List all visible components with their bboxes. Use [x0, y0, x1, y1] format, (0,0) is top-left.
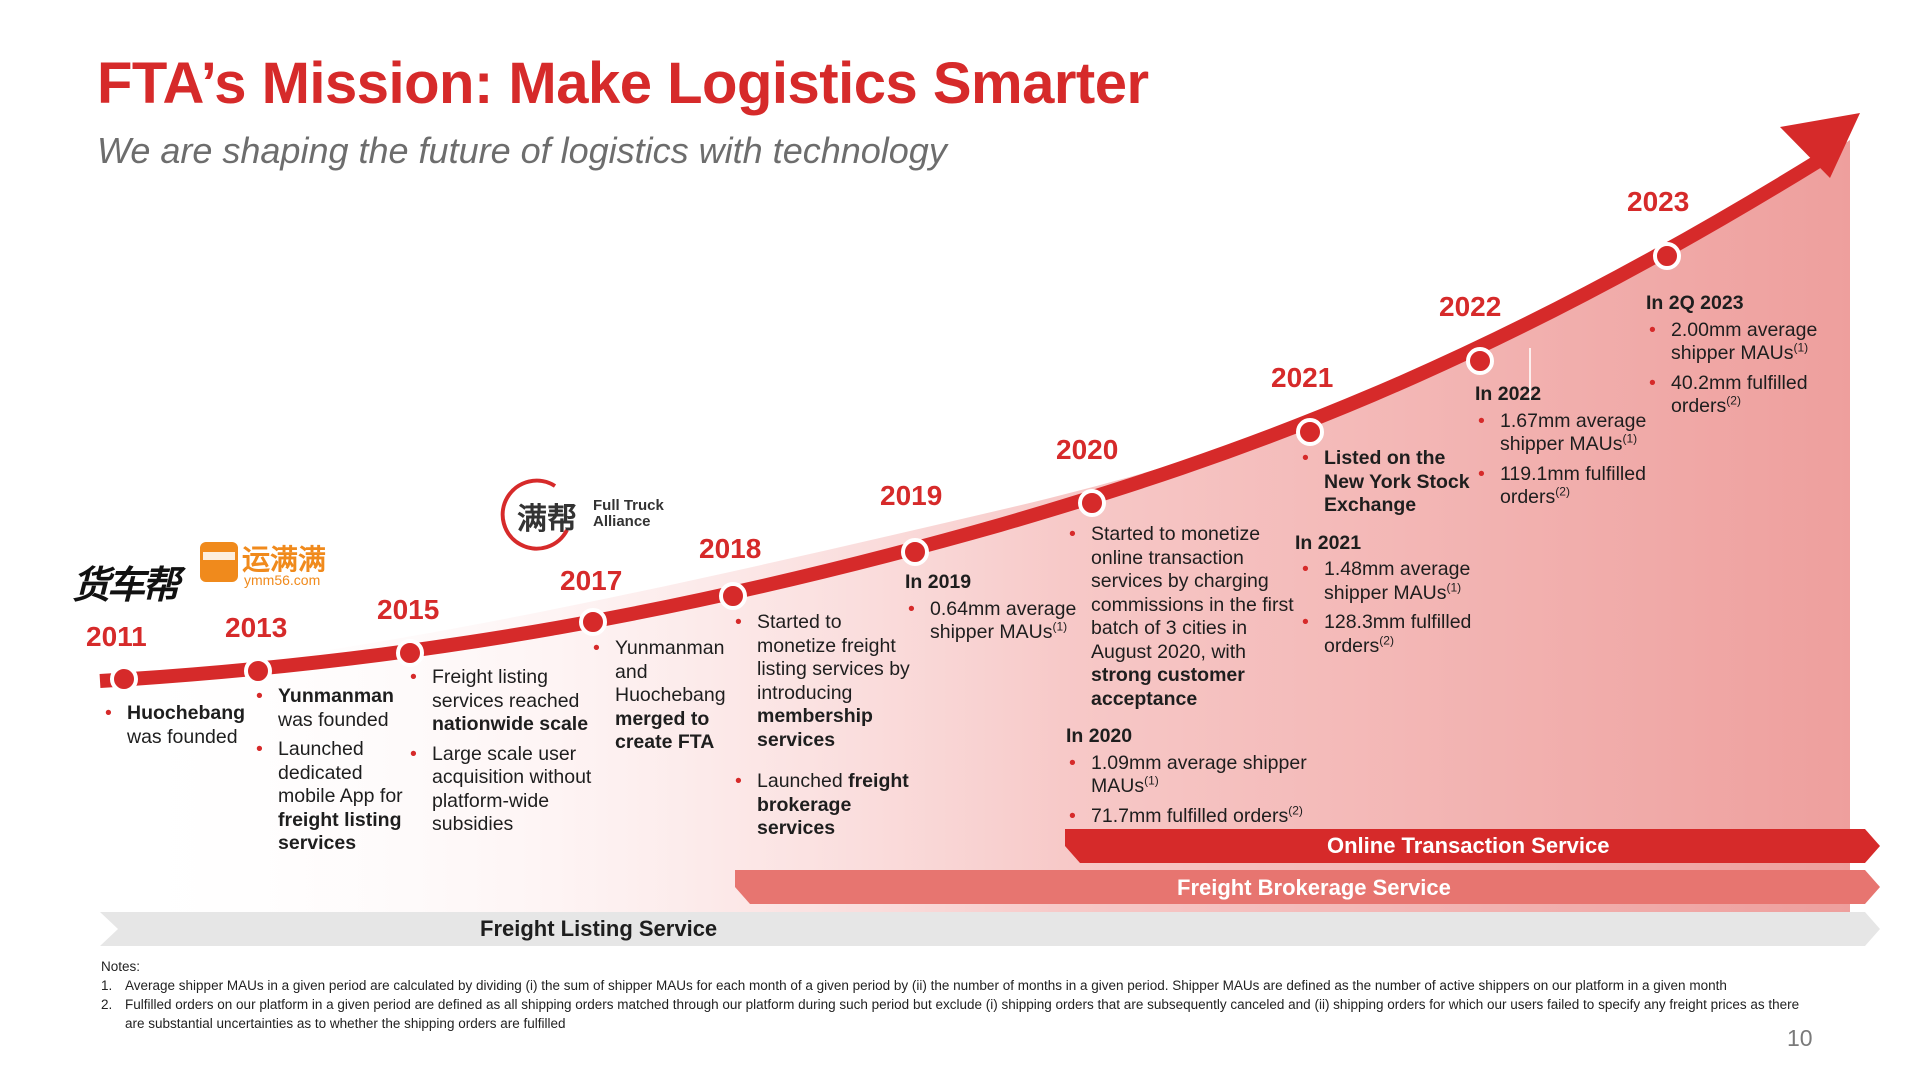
milestone-2018: Started to monetize freight listing serv… [732, 611, 910, 841]
yunmanman-logo: 运满满 ymm56.com [200, 538, 335, 590]
bullet-2015-2: Large scale user acquisition without pla… [407, 743, 592, 837]
year-2011: 2011 [86, 621, 147, 652]
milestone-2021: Listed on the New York Stock Exchange In… [1295, 447, 1484, 658]
bullet-2020-2: 1.09mm average shipper MAUs(1) [1066, 752, 1311, 799]
dot-2018 [719, 582, 747, 610]
footnote-1: 1. Average shipper MAUs in a given perio… [101, 978, 1727, 993]
dot-2013 [244, 657, 272, 685]
bullet-2013-1: Yunmanman was founded [253, 685, 423, 732]
band-online-transaction: Online Transaction Service [1327, 833, 1610, 858]
dot-2022 [1466, 347, 1494, 375]
band-freight-listing: Freight Listing Service [480, 916, 718, 941]
year-2019: 2019 [880, 480, 943, 511]
bullet-2020-3: 71.7mm fulfilled orders(2) [1066, 804, 1311, 829]
fta-en-line-1: Full Truck [593, 497, 664, 514]
fta-ring-icon [500, 478, 569, 551]
milestone-2022: In 2022 1.67mm average shipper MAUs(1) 1… [1475, 383, 1660, 510]
heading-2022: In 2022 [1475, 383, 1542, 405]
bullet-2011-1: Huochebang was founded [102, 702, 252, 749]
fta-en-line-2: Alliance [593, 513, 651, 530]
year-2022: 2022 [1439, 291, 1502, 322]
milestone-2019: In 2019 0.64mm average shipper MAUs(1) [905, 571, 1080, 645]
truck-icon-window [203, 552, 235, 560]
year-2023: 2023 [1627, 186, 1690, 217]
heading-2023: In 2Q 2023 [1646, 292, 1744, 314]
brokerage-band-shape [735, 870, 1880, 904]
year-2021: 2021 [1271, 362, 1334, 393]
online-band-shape [1065, 829, 1880, 863]
truck-icon [200, 542, 238, 582]
bullet-2015-1: Freight listing services reached nationw… [407, 666, 592, 737]
bullet-2022-1: 1.67mm average shipper MAUs(1) [1475, 410, 1660, 457]
heading-2019: In 2019 [905, 571, 972, 593]
footnote-2: 2. Fulfilled orders on our platform in a… [101, 997, 1800, 1031]
bullet-2018-1: Started to monetize freight listing serv… [732, 611, 910, 752]
growth-arrow-head [1780, 113, 1860, 178]
dot-2019 [901, 538, 929, 566]
dot-2023 [1653, 242, 1681, 270]
page-number: 10 [1787, 1025, 1813, 1051]
year-2020: 2020 [1056, 434, 1119, 465]
dot-2017 [579, 608, 607, 636]
band-freight-brokerage: Freight Brokerage Service [1177, 875, 1451, 900]
bullet-2020-1: Started to monetize online transaction s… [1066, 523, 1311, 711]
page-subtitle: We are shaping the future of logistics w… [97, 130, 947, 171]
year-2015: 2015 [377, 594, 440, 625]
bullet-2018-2: Launched freight brokerage services [732, 770, 910, 841]
bullet-2021-2: 1.48mm average shipper MAUs(1) [1299, 558, 1484, 605]
bullet-2021-3: 128.3mm fulfilled orders(2) [1299, 611, 1484, 658]
footnotes: Notes: 1. Average shipper MAUs in a give… [101, 957, 1801, 1033]
bullet-2013-2: Launched dedicated mobile App for freigh… [253, 738, 423, 856]
milestone-2015: Freight listing services reached nationw… [407, 666, 592, 837]
dot-2020 [1078, 489, 1106, 517]
milestone-2020: Started to monetize online transaction s… [1066, 523, 1311, 828]
bullet-2022-2: 119.1mm fulfilled orders(2) [1475, 463, 1660, 510]
milestone-2011: Huochebang was founded [102, 702, 252, 749]
milestone-2017: Yunmanman and Huochebang merged to creat… [590, 637, 735, 755]
dot-2011 [110, 665, 138, 693]
page-title: FTA’s Mission: Make Logistics Smarter [97, 51, 1149, 116]
year-2013: 2013 [225, 612, 288, 643]
year-2018: 2018 [699, 533, 762, 564]
milestone-2023: In 2Q 2023 2.00mm average shipper MAUs(1… [1646, 292, 1831, 419]
fta-logo: 满帮 Full Truck Alliance [495, 476, 675, 552]
year-2017: 2017 [560, 565, 623, 596]
dot-2015 [396, 639, 424, 667]
dot-2021 [1296, 418, 1324, 446]
bullet-2019-1: 0.64mm average shipper MAUs(1) [905, 598, 1080, 645]
milestone-2013: Yunmanman was founded Launched dedicated… [253, 685, 423, 856]
bullet-2023-2: 40.2mm fulfilled orders(2) [1646, 372, 1831, 419]
bullet-2021-1: Listed on the New York Stock Exchange [1299, 447, 1484, 518]
heading-2020: In 2020 [1066, 725, 1133, 747]
heading-2021: In 2021 [1295, 531, 1362, 554]
listing-band-shape [100, 912, 1880, 946]
huochebang-logo: 货车帮 [72, 565, 180, 607]
milestone-dots [110, 242, 1681, 693]
notes-heading: Notes: [101, 959, 141, 974]
bullet-2023-1: 2.00mm average shipper MAUs(1) [1646, 319, 1831, 366]
bullet-2017-1: Yunmanman and Huochebang merged to creat… [590, 637, 735, 755]
